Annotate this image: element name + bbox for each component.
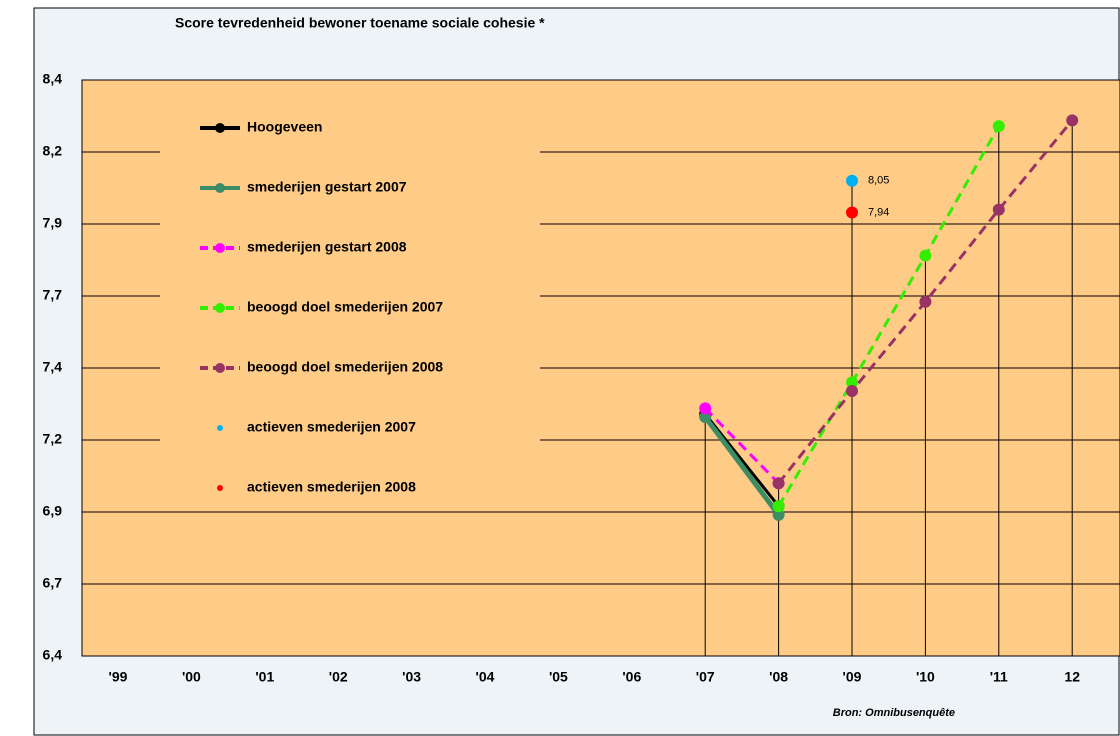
legend-label: beoogd doel smederijen 2008 [247, 359, 443, 375]
x-tick-label: '08 [769, 669, 788, 685]
point [919, 295, 932, 308]
series-line [777, 125, 1001, 508]
x-tick-label: '10 [916, 669, 935, 685]
legend-label: Hoogeveen [247, 119, 322, 135]
source: Bron: Omnibusenquête [833, 707, 955, 719]
legend-label: actieven smederijen 2007 [247, 419, 416, 435]
point [772, 508, 785, 521]
point [699, 402, 712, 415]
legend-marker [215, 303, 225, 313]
point [699, 410, 712, 423]
x-tick-label: '11 [990, 669, 1008, 685]
y-tick-label: 8,2 [43, 143, 63, 159]
x-tick-label: '04 [476, 669, 495, 685]
y-tick-label: 6,9 [43, 503, 63, 519]
point [992, 120, 1005, 133]
legend-label: actieven smederijen 2008 [247, 479, 416, 495]
y-tick-label: 6,4 [43, 647, 63, 663]
legend-marker [215, 183, 225, 193]
point [846, 174, 858, 187]
y-tick-label: 7,2 [43, 431, 63, 447]
legend-label: smederijen gestart 2008 [247, 239, 407, 255]
legend-marker [215, 243, 225, 253]
data-label: 7,94 [868, 206, 889, 218]
series-line [703, 415, 781, 517]
point [1066, 114, 1079, 127]
series-line [704, 407, 780, 485]
x-tick-label: '09 [843, 669, 862, 685]
x-tick-label: '01 [255, 669, 274, 685]
point [772, 500, 785, 513]
point [846, 376, 858, 389]
point [846, 206, 858, 219]
x-tick-label: '00 [182, 669, 201, 685]
y-tick-label: 7,9 [43, 215, 63, 231]
x-tick-label: '05 [549, 669, 568, 685]
x-tick-label: '02 [329, 669, 348, 685]
legend-label: smederijen gestart 2007 [247, 179, 407, 195]
point [992, 203, 1005, 216]
x-tick-label: '07 [696, 669, 715, 685]
x-tick-label: '06 [622, 669, 641, 685]
chart-title: Score tevredenheid bewoner toename socia… [175, 15, 545, 31]
point [919, 249, 932, 262]
point [846, 385, 858, 398]
y-tick-label: 6,7 [43, 575, 63, 591]
y-tick-label: 8,4 [43, 71, 63, 87]
legend-marker [215, 123, 225, 133]
legend-label: beoogd doel smederijen 2007 [247, 299, 443, 315]
legend-marker [217, 485, 223, 491]
x-tick-label: '99 [109, 669, 128, 685]
legend-marker [215, 363, 225, 373]
point [772, 477, 785, 490]
x-tick-label: 12 [1064, 669, 1080, 685]
legend-marker [217, 425, 223, 431]
x-tick-label: '03 [402, 669, 421, 685]
y-tick-label: 7,4 [43, 359, 63, 375]
y-tick-label: 7,7 [43, 287, 63, 303]
data-label: 8,05 [868, 175, 889, 187]
